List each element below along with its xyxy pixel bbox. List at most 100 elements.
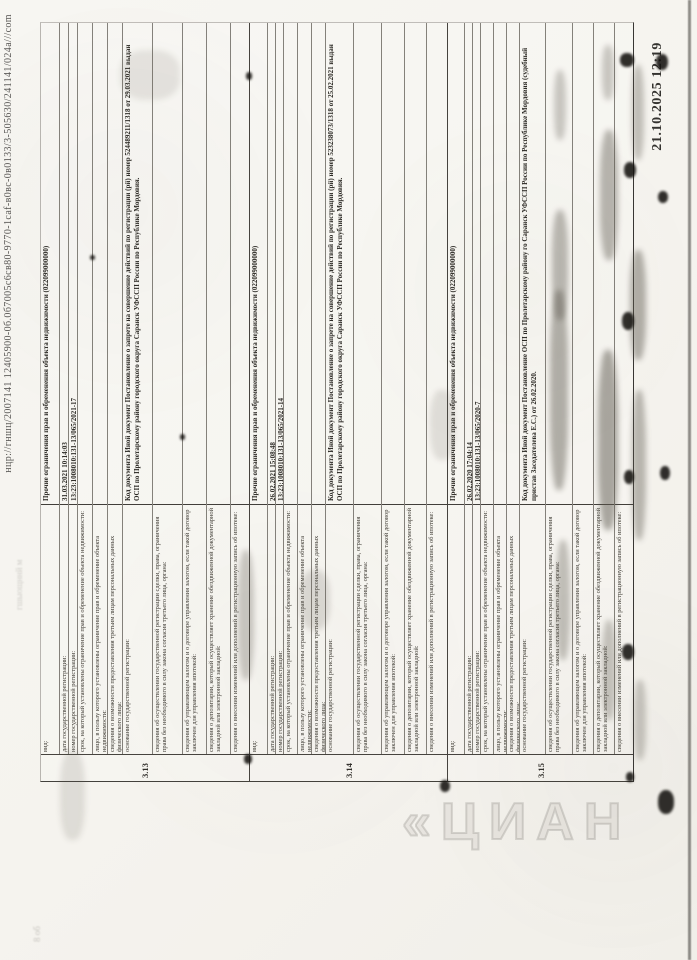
- field-value-cell: Прочие ограничения прав и обременения об…: [42, 245, 50, 501]
- field-row: сведения об управляющем залогом и о дого…: [381, 23, 404, 754]
- field-row: срок, на который установлены ограничение…: [77, 23, 92, 754]
- field-label-cell: дата государственной регистрации:: [465, 504, 472, 754]
- smudge-streak: [600, 130, 618, 260]
- smudge-streak: [598, 350, 618, 530]
- field-label-cell: сведения об осуществлении государственно…: [354, 504, 381, 754]
- field-label-cell: основание государственной регистрации:: [123, 504, 152, 754]
- field-value-cell: 13:23:1008010:131-13/065/2021-14: [277, 397, 283, 501]
- field-row: сведения о возможности предоставления тр…: [107, 23, 122, 754]
- field-row: номер государственной регистрации: 13:23:…: [68, 23, 77, 754]
- smudge-streak: [300, 570, 330, 630]
- field-label-cell: лицо, в пользу которого установлены огра…: [494, 504, 506, 754]
- field-value-cell: Код документа Иной документ Постановлени…: [327, 44, 344, 501]
- field-label-cell: вид:: [41, 504, 59, 754]
- field-label-cell: сведения об управляющем залогом и о дого…: [573, 504, 593, 754]
- redaction-blob: [658, 790, 674, 814]
- field-row: лицо, в пользу которого установлены огра…: [92, 23, 107, 754]
- field-label-cell: сведения о депозитарии, который осуществ…: [207, 504, 230, 754]
- smudge-streak: [602, 45, 614, 100]
- field-row: сведения об осуществлении государственно…: [152, 23, 182, 754]
- field-value-cell: 13:23:1008010:131-13/065/2021-17: [70, 397, 77, 501]
- field-label-cell: срок, на который установлены ограничение…: [481, 504, 493, 754]
- page-bottom-edge-shadow: [688, 0, 691, 960]
- redaction-blob: [244, 754, 252, 764]
- field-value-cell: [298, 23, 311, 504]
- field-row: сведения о депозитарии, который осуществ…: [206, 23, 230, 754]
- field-row: лицо, в пользу которого установлены огра…: [297, 23, 311, 754]
- field-value-cell: [93, 23, 107, 504]
- field-label-cell: сведения о внесении изменений или дополн…: [615, 504, 633, 754]
- redaction-blob: [656, 54, 668, 70]
- smudge-streak: [430, 390, 455, 460]
- field-row: срок, на который установлены ограничение…: [283, 23, 297, 754]
- registry-section: 3.13 вид: Прочие ограничения прав и обреме…: [41, 23, 249, 781]
- redaction-blob: [658, 191, 668, 203]
- section-number-cell: 3.14: [250, 754, 447, 781]
- redaction-blob: [620, 53, 634, 67]
- field-row: вид: Прочие ограничения прав и обременени…: [41, 23, 59, 754]
- field-label-cell: сведения о внесении изменений или дополн…: [427, 504, 447, 754]
- field-row: сведения о возможности предоставления тр…: [311, 23, 325, 754]
- field-label-cell: дата государственной регистрации:: [60, 504, 68, 754]
- field-row: сведения об управляющем залогом и о дого…: [182, 23, 206, 754]
- field-row: дата государственной регистрации: 31.03.2…: [59, 23, 68, 754]
- field-row: сведения о внесении изменений или дополн…: [426, 23, 447, 754]
- field-label-cell: срок, на который установлены ограничение…: [284, 504, 297, 754]
- field-row: дата государственной регистрации: 26.02.2…: [267, 23, 275, 754]
- smudge-streak: [552, 210, 568, 320]
- redaction-blob: [626, 772, 634, 782]
- field-row: основание государственной регистрации: Ко…: [519, 23, 545, 754]
- field-value-cell: 13:23:1008010:131-13/065/2020-7: [474, 401, 480, 501]
- field-row: номер государственной регистрации: 13:23:…: [472, 23, 480, 754]
- field-row: основание государственной регистрации: Ко…: [325, 23, 353, 754]
- field-label-cell: срок, на который установлены ограничение…: [78, 504, 92, 754]
- field-row: лицо, в пользу которого установлены огра…: [493, 23, 506, 754]
- smudge-streak: [632, 390, 646, 540]
- field-label-cell: номер государственной регистрации:: [69, 504, 77, 754]
- field-label-cell: сведения об управляющем залогом и о дого…: [183, 504, 206, 754]
- field-label-cell: сведения о возможности предоставления тр…: [507, 504, 519, 754]
- smudge-streak: [602, 620, 616, 720]
- field-value-cell: [183, 23, 206, 504]
- smudge-streak: [550, 290, 568, 490]
- field-row: дата государственной регистрации: 26.02.2…: [464, 23, 472, 754]
- registry-section: 3.14 вид: Прочие ограничения прав и обреме…: [249, 23, 447, 781]
- field-value-cell: 26.02.2021 15:08:48: [269, 442, 275, 501]
- faint-artifact-text: 8 об: [32, 926, 42, 942]
- field-label-cell: сведения об осуществлении государственно…: [153, 504, 182, 754]
- section-number-cell: 3.15: [448, 754, 633, 781]
- field-label-cell: номер государственной регистрации:: [276, 504, 283, 754]
- redaction-blob: [624, 162, 636, 178]
- field-value-cell: [108, 23, 122, 504]
- field-value-cell: [284, 23, 297, 504]
- field-value-cell: [494, 23, 506, 504]
- redaction-blob: [622, 644, 634, 660]
- field-row: сведения о депозитарии, который осуществ…: [404, 23, 426, 754]
- field-value-cell: 26.02.2020 17:04:14: [466, 442, 472, 501]
- smudge-streak: [554, 70, 566, 140]
- smudge-streak: [634, 680, 646, 760]
- smudge-streak: [630, 250, 646, 360]
- field-label-cell: основание государственной регистрации:: [326, 504, 353, 754]
- field-value-cell: [231, 23, 249, 504]
- field-row: сведения об осуществлении государственно…: [353, 23, 381, 754]
- field-row: основание государственной регистрации: Ко…: [122, 23, 152, 754]
- field-label-cell: сведения о депозитарии, который осуществ…: [405, 504, 426, 754]
- field-row: номер государственной регистрации: 13:23:…: [275, 23, 283, 754]
- redaction-blob: [660, 466, 670, 480]
- field-value-cell: [405, 23, 426, 504]
- registry-restrictions-table: 3.13 вид: Прочие ограничения прав и обреме…: [40, 22, 634, 782]
- field-label-cell: лицо, в пользу которого установлены огра…: [93, 504, 107, 754]
- field-row: срок, на который установлены ограничение…: [480, 23, 493, 754]
- field-value-cell: [481, 23, 493, 504]
- field-value-cell: [312, 23, 325, 504]
- field-row: сведения о возможности предоставления тр…: [506, 23, 519, 754]
- smudge-streak: [60, 750, 85, 840]
- field-row: сведения об управляющем залогом и о дого…: [572, 23, 593, 754]
- smudge-streak: [556, 540, 570, 660]
- field-label-cell: дата государственной регистрации:: [268, 504, 275, 754]
- smudge-streak: [238, 550, 254, 680]
- print-header-url: нцр://гншц/2007141 12405900-0б.0б7005с6с…: [3, 14, 14, 473]
